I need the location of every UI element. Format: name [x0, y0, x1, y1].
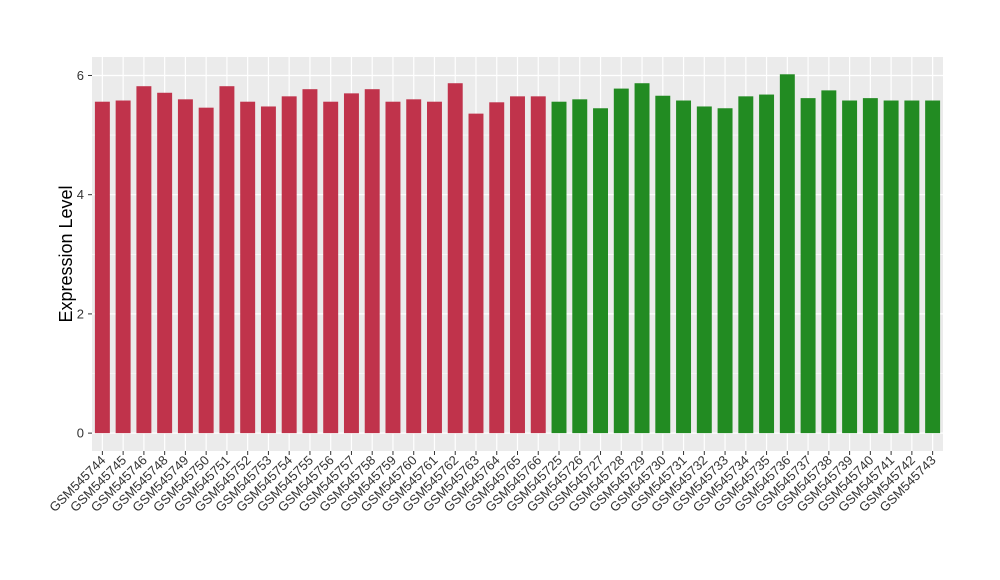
y-tick-label: 2 [77, 306, 84, 321]
bar [904, 100, 920, 434]
bar [510, 96, 525, 434]
bar [323, 101, 339, 434]
bar [447, 83, 463, 434]
bar [572, 99, 588, 434]
bar [468, 113, 484, 434]
bar [260, 106, 276, 434]
bar [489, 102, 505, 434]
bar [219, 86, 235, 434]
bar [883, 100, 899, 434]
bar [759, 94, 775, 434]
bar [364, 89, 380, 434]
bar [94, 101, 110, 434]
bar [676, 100, 692, 434]
bar [406, 99, 422, 434]
bar [717, 108, 733, 434]
bar [240, 101, 256, 434]
bar [281, 96, 297, 434]
bar [613, 88, 629, 434]
bar [593, 108, 608, 434]
bar [696, 106, 712, 434]
bar [821, 90, 837, 434]
bar [634, 83, 650, 434]
bar [177, 99, 193, 434]
y-axis-label: Expression Level [56, 185, 76, 322]
bar [862, 98, 878, 434]
bar [779, 74, 795, 434]
bar [115, 100, 131, 434]
bar [385, 101, 401, 434]
bar [302, 89, 318, 434]
bar [343, 93, 359, 434]
y-tick-label: 6 [77, 68, 84, 83]
bar [738, 96, 754, 434]
bar [198, 107, 214, 434]
y-tick-label: 4 [77, 187, 84, 202]
y-tick-label: 0 [77, 426, 84, 441]
bar [427, 101, 442, 434]
bar [157, 92, 173, 434]
bar [925, 100, 941, 434]
bar [530, 96, 546, 434]
bar [842, 100, 858, 434]
bar [136, 86, 152, 434]
bar [655, 95, 671, 434]
bar [800, 98, 816, 434]
bar [551, 101, 567, 434]
